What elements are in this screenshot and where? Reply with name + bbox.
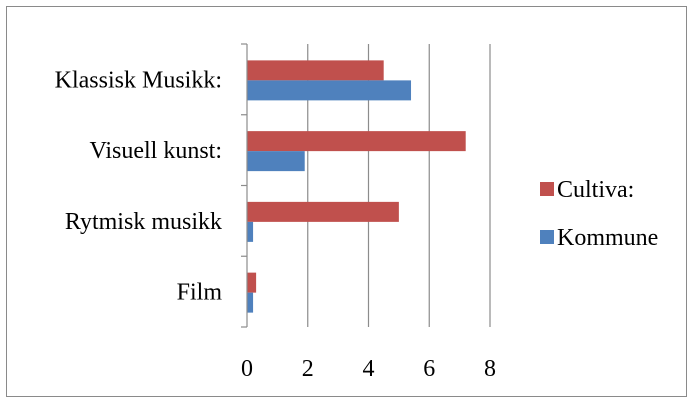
x-tick-label-4: 4 [363, 356, 375, 382]
labels: Klassisk Musikk: Visuell kunst: Rytmisk mu… [55, 67, 496, 382]
axes [241, 43, 248, 328]
bar-kommune-3 [247, 292, 254, 313]
bars [247, 60, 466, 313]
x-tick-label-6: 6 [423, 356, 435, 382]
bar-cultiva-0 [247, 60, 384, 81]
bar-cultiva-3 [247, 272, 257, 293]
category-label: Film [177, 280, 223, 306]
x-tick-label-2: 2 [302, 356, 314, 382]
category-label: Visuell kunst: [89, 138, 222, 164]
category-label: Rytmisk musikk [65, 209, 222, 235]
bar-cultiva-2 [247, 201, 399, 222]
legend-swatch-cultiva [540, 182, 554, 196]
x-tick-label-8: 8 [484, 356, 496, 382]
x-tick-label-0: 0 [241, 356, 253, 382]
bar-cultiva-1 [247, 131, 466, 152]
legend-label-cultiva: Cultiva: [557, 177, 634, 203]
bar-kommune-0 [247, 80, 412, 101]
category-label: Klassisk Musikk: [55, 67, 222, 93]
legend-swatch-kommune [540, 230, 554, 244]
legend: Cultiva: Kommune [540, 177, 658, 251]
bar-kommune-2 [247, 221, 254, 242]
bar-kommune-1 [247, 151, 305, 172]
legend-label-kommune: Kommune [557, 225, 658, 251]
